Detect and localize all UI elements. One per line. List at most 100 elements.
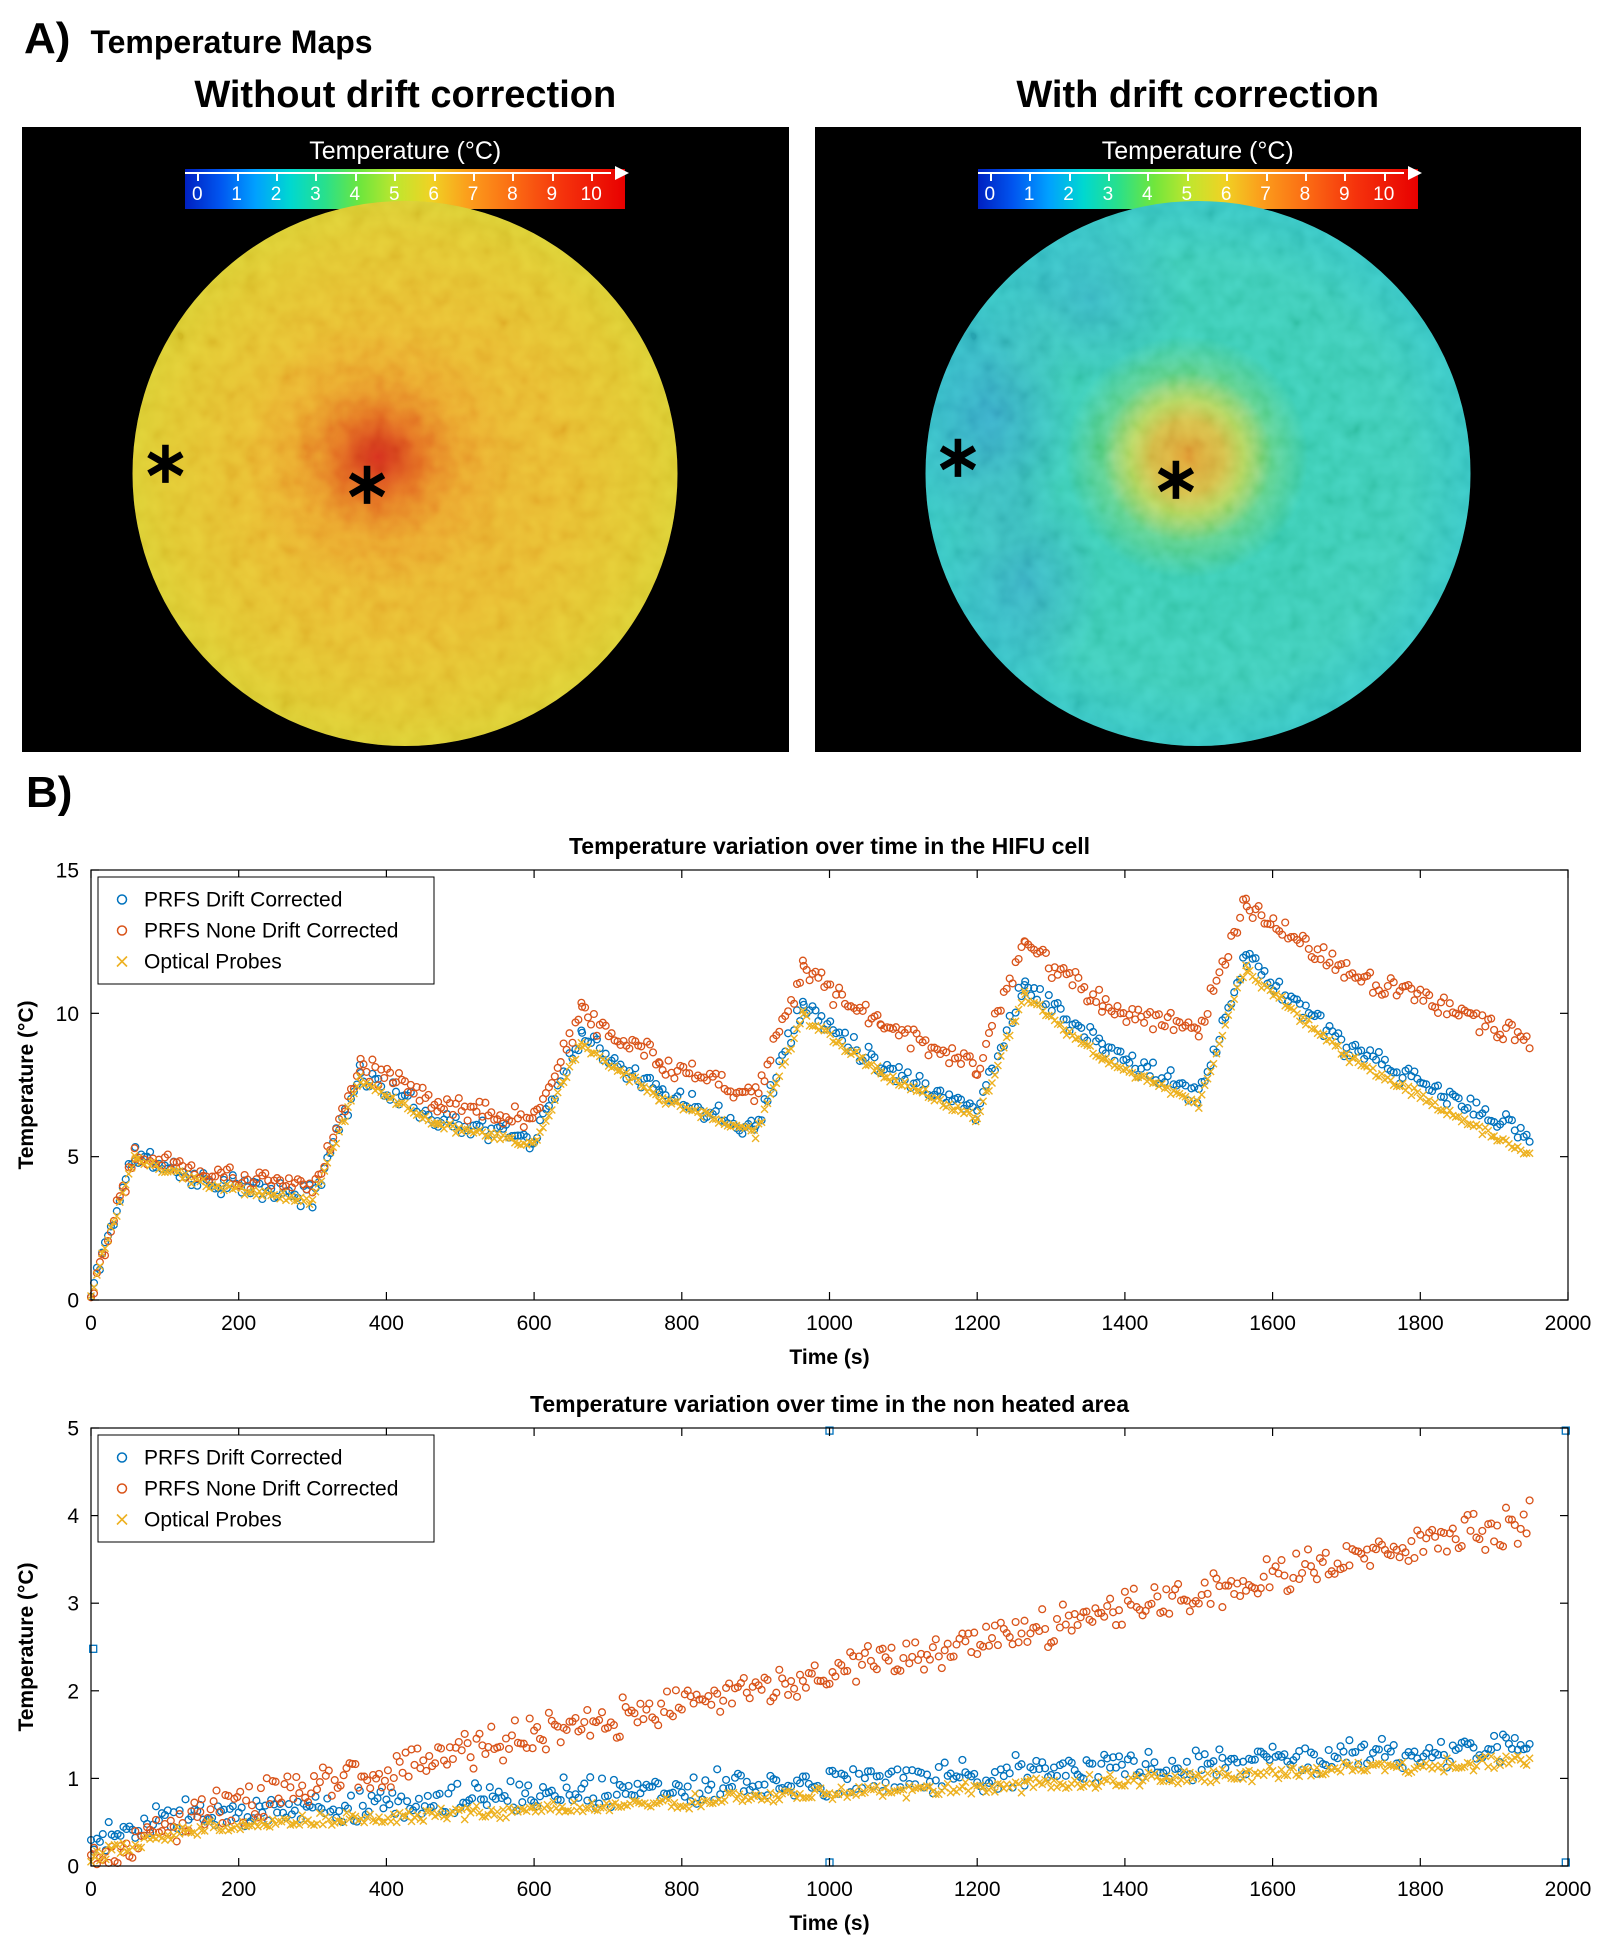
colorbar-arrow-icon xyxy=(1407,166,1422,180)
colorbar-tick xyxy=(989,174,992,181)
svg-text:4: 4 xyxy=(67,1505,79,1528)
svg-text:1400: 1400 xyxy=(1102,1312,1149,1335)
colorbar-tick xyxy=(1304,174,1307,181)
section-a-title: Temperature Maps xyxy=(90,24,373,60)
heating-marker-asterisk: ∗ xyxy=(933,424,983,490)
colorbar-tick xyxy=(315,174,318,181)
colorbar-tick xyxy=(1344,174,1347,181)
colorbar-tick-label: 10 xyxy=(580,184,602,205)
svg-text:1200: 1200 xyxy=(954,1878,1001,1901)
svg-text:2000: 2000 xyxy=(1545,1312,1592,1335)
phantom-without-correction: ∗ ∗ xyxy=(132,201,678,746)
colorbar-tick-label: 9 xyxy=(546,184,558,205)
svg-text:0: 0 xyxy=(85,1878,97,1901)
colorbar-tick xyxy=(1226,174,1229,181)
noise-texture-overlay xyxy=(925,201,1471,746)
colorbar-tick-label: 8 xyxy=(507,184,518,205)
colorbar-axis-line xyxy=(185,172,612,174)
colorbar-tick-label: 3 xyxy=(1102,184,1114,205)
heating-marker-asterisk: ∗ xyxy=(141,429,190,495)
colorbar-tick-label: 10 xyxy=(1373,184,1395,205)
svg-text:1800: 1800 xyxy=(1397,1878,1444,1901)
section-a-label: A) xyxy=(24,14,71,63)
map-title-without-correction: Without drift correction xyxy=(194,74,617,116)
colorbar-tick-label: 7 xyxy=(467,184,479,205)
chart-title: Temperature variation over time in the H… xyxy=(569,833,1090,859)
map-column-with-correction: With drift correction Temperature (°C) 0… xyxy=(814,66,1581,752)
svg-text:10: 10 xyxy=(56,1003,79,1026)
svg-text:1400: 1400 xyxy=(1102,1878,1149,1901)
colorbar: Temperature (°C) 0 1 2 3 4 5 6 7 8 9 10 xyxy=(185,137,630,209)
colorbar-axis-line xyxy=(977,172,1404,174)
svg-text:800: 800 xyxy=(664,1878,699,1901)
map-panel-with-correction: Temperature (°C) 0 1 2 3 4 5 6 7 8 9 10 ∗ ∗ xyxy=(814,127,1581,752)
colorbar-tick-label: 1 xyxy=(1023,184,1035,205)
svg-text:0: 0 xyxy=(67,1856,79,1879)
svg-text:800: 800 xyxy=(664,1312,699,1335)
chart-title: Temperature variation over time in the n… xyxy=(530,1391,1129,1417)
colorbar-tick-label: 0 xyxy=(984,184,996,205)
asterisk-layer: ∗ ∗ xyxy=(133,201,678,746)
colorbar-tick-label: 8 xyxy=(1299,184,1311,205)
svg-text:1200: 1200 xyxy=(954,1312,1001,1335)
svg-text:1: 1 xyxy=(67,1768,79,1791)
colorbar-tick xyxy=(1265,174,1268,181)
svg-text:0: 0 xyxy=(67,1290,79,1313)
colorbar-tick xyxy=(473,174,476,181)
section-b-label: B) xyxy=(26,768,73,817)
colorbar-tick-label: 5 xyxy=(1181,184,1193,205)
colorbar-title: Temperature (°C) xyxy=(309,137,502,165)
legend: PRFS Drift Corrected PRFS None Drift Corr… xyxy=(97,1434,435,1543)
svg-text:0: 0 xyxy=(85,1312,97,1335)
heating-marker-asterisk: ∗ xyxy=(342,451,392,517)
axes xyxy=(90,869,1569,1301)
svg-text:400: 400 xyxy=(369,1878,404,1901)
series-prfs-none-drift-corrected xyxy=(86,894,1534,1302)
svg-text:1800: 1800 xyxy=(1397,1312,1444,1335)
colorbar-tick xyxy=(394,174,397,181)
colorbar-tick-label: 0 xyxy=(191,184,203,205)
legend-label-optical-probes: Optical Probes xyxy=(144,1509,282,1532)
colorbar-tick xyxy=(512,174,515,181)
legend-label-prfs-drift-corrected: PRFS Drift Corrected xyxy=(144,1447,342,1470)
legend-label-optical-probes: Optical Probes xyxy=(144,951,282,974)
colorbar-tick xyxy=(1147,174,1150,181)
colorbar-arrow-icon xyxy=(615,166,630,180)
colorbar-tick xyxy=(433,174,436,181)
legend-label-prfs-none-drift-corrected: PRFS None Drift Corrected xyxy=(144,920,398,943)
colorbar-tick-label: 6 xyxy=(428,184,439,205)
svg-text:200: 200 xyxy=(221,1312,256,1335)
colorbar-tick-label: 5 xyxy=(388,184,400,205)
temperature-maps-row: Without drift correction Temperature (°C… xyxy=(0,64,1603,752)
chart-hifu-cell: 0 200 400 600 800 1000 1200 1400 1600 1800 2000 0 5 1… xyxy=(9,824,1594,1376)
colorbar-tick xyxy=(354,174,357,181)
svg-text:2: 2 xyxy=(67,1680,79,1703)
svg-text:1000: 1000 xyxy=(806,1878,853,1901)
colorbar-tick xyxy=(551,174,554,181)
section-a-header: A) Temperature Maps xyxy=(0,0,1603,64)
svg-text:15: 15 xyxy=(56,860,79,883)
colorbar-tick xyxy=(1186,174,1189,181)
svg-text:600: 600 xyxy=(517,1312,552,1335)
colorbar-tick-label: 2 xyxy=(1063,184,1074,205)
colorbar-tick xyxy=(276,174,279,181)
map-title-with-correction: With drift correction xyxy=(1016,74,1380,116)
colorbar-tick xyxy=(236,174,239,181)
colorbar-tick xyxy=(591,174,594,181)
colorbar-tick-label: 3 xyxy=(310,184,321,205)
svg-text:1600: 1600 xyxy=(1249,1878,1296,1901)
svg-text:1600: 1600 xyxy=(1249,1312,1296,1335)
y-axis-label: Temperature (°C) xyxy=(15,1562,38,1731)
colorbar-tick xyxy=(1068,174,1071,181)
x-axis-label: Time (s) xyxy=(789,1912,869,1935)
svg-text:3: 3 xyxy=(67,1593,79,1616)
legend-label-prfs-drift-corrected: PRFS Drift Corrected xyxy=(144,889,342,912)
chart-non-heated-area: 0 200 400 600 800 1000 1200 1400 1600 1800 2000 0 1 2… xyxy=(9,1382,1594,1942)
legend: PRFS Drift Corrected PRFS None Drift Corr… xyxy=(97,876,435,985)
y-axis-label: Temperature (°C) xyxy=(15,1000,38,1169)
map-column-without-correction: Without drift correction Temperature (°C… xyxy=(22,66,789,752)
asterisk-layer: ∗ ∗ xyxy=(925,201,1470,746)
x-axis-label: Time (s) xyxy=(789,1346,869,1369)
svg-text:600: 600 xyxy=(517,1878,552,1901)
